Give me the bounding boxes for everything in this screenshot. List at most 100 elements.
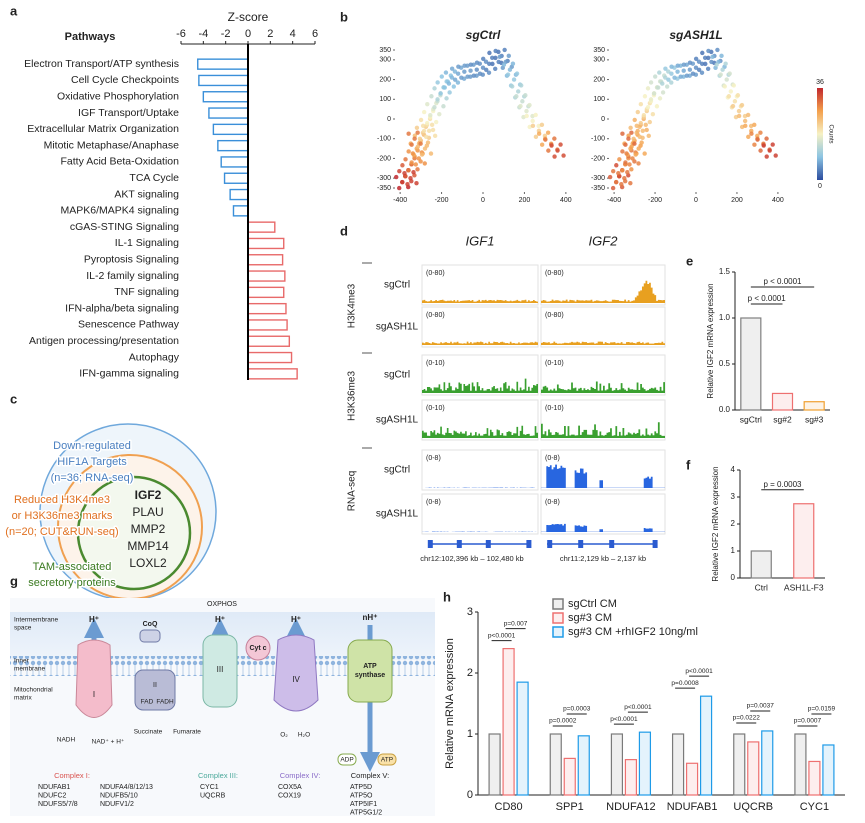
cell-point — [657, 96, 663, 101]
cell-point — [640, 128, 645, 134]
bar — [223, 172, 249, 184]
cell-point — [666, 69, 671, 74]
bar — [750, 550, 772, 579]
cell-point — [646, 133, 651, 139]
x-tick-label: 0 — [694, 197, 698, 204]
cell-point — [523, 93, 528, 98]
mark-label: RNA-seq — [347, 471, 358, 512]
sample-label: sgASH1L — [376, 509, 419, 520]
cell-point — [536, 131, 542, 136]
row-label: TNF signaling — [114, 286, 179, 298]
row-label: AKT signaling — [114, 188, 179, 200]
venn-label: Reduced H3K4me3 — [14, 494, 110, 506]
cell-point — [626, 136, 631, 141]
cell-point — [660, 81, 665, 86]
y-tick-label: 350 — [593, 47, 605, 54]
y-axis-label: Relative mRNA expression — [444, 638, 456, 769]
y-tick-label: 0 — [387, 116, 391, 123]
gene-name: NDUFV1/2 — [100, 801, 134, 808]
track-frame — [540, 264, 666, 306]
sample-label: sgCtrl — [384, 280, 410, 291]
p-value: p<0.0001 — [610, 716, 638, 723]
cell-point — [731, 83, 737, 88]
bar — [198, 74, 249, 87]
exon — [609, 540, 615, 548]
y-tick-label: 3 — [731, 492, 736, 501]
cell-point — [690, 71, 696, 76]
cell-point — [400, 179, 405, 185]
cell-point — [527, 102, 532, 108]
track-range: (0-10) — [545, 405, 564, 412]
cell-point — [728, 89, 734, 94]
cell-point — [558, 142, 563, 147]
genomic-coordinates: chr11:2,129 kb – 2,137 kb — [560, 554, 646, 563]
cell-point — [718, 72, 723, 77]
x-tick-label: ASH1L-F3 — [784, 582, 824, 592]
cell-point — [455, 80, 461, 85]
row-label: Autophagy — [129, 351, 180, 363]
cell-point — [429, 94, 434, 99]
cell-point — [426, 128, 432, 134]
cell-point — [433, 119, 439, 125]
bar — [247, 270, 286, 282]
cell-point — [696, 67, 702, 73]
bar — [516, 681, 529, 796]
cell-point — [645, 105, 651, 110]
cell-point — [752, 142, 757, 147]
bar — [212, 123, 249, 136]
y-tick-label: 1.0 — [719, 313, 731, 322]
cell-point — [681, 62, 687, 67]
cell-point — [632, 141, 637, 146]
y-tick-label: 100 — [379, 96, 391, 103]
cell-point — [435, 97, 440, 102]
row-label: IL-2 family signaling — [86, 270, 179, 282]
cell-point — [441, 104, 446, 109]
cell-point — [664, 84, 670, 89]
cell-point — [471, 73, 476, 78]
cell-point — [619, 181, 624, 187]
cell-point — [487, 50, 492, 56]
cell-point — [638, 120, 643, 126]
legend-swatch — [552, 598, 564, 610]
cell-point — [652, 74, 658, 79]
track-range: (0-10) — [545, 360, 564, 367]
y-tick-label: 0.0 — [719, 405, 731, 414]
coq-label: CoQ — [143, 621, 158, 628]
cell-point — [693, 56, 699, 61]
cell-point — [477, 71, 483, 76]
cell-point — [650, 111, 656, 117]
cell-point — [761, 143, 766, 148]
track-frame — [421, 354, 539, 396]
cell-point — [496, 59, 501, 65]
cell-point — [635, 128, 640, 134]
cell-point — [524, 113, 529, 119]
y-tick-label: -200 — [591, 155, 605, 162]
cell-point — [493, 66, 498, 72]
cell-point — [696, 59, 702, 64]
row-label: Antigen processing/presentation — [29, 335, 179, 347]
complex-ii — [134, 669, 176, 711]
cell-point — [552, 154, 557, 159]
cell-point — [642, 151, 647, 156]
cell-point — [669, 71, 674, 76]
cell-point — [735, 93, 741, 98]
cell-point — [549, 143, 554, 148]
region-label: space — [14, 625, 32, 632]
cell-point — [438, 91, 443, 96]
complex-label: I — [93, 690, 95, 699]
cell-point — [443, 70, 449, 75]
proton-label: H⁺ — [89, 615, 99, 624]
y-tick-label: 0.5 — [719, 359, 731, 368]
x-tick-label: -200 — [435, 197, 449, 204]
bar — [747, 741, 760, 796]
exon — [652, 540, 658, 548]
cell-point — [648, 97, 654, 102]
atp-synthase-label: ATP — [363, 663, 377, 670]
track-frame — [421, 449, 539, 491]
track-range: (0-80) — [426, 312, 445, 319]
x-tick-label: 4 — [290, 28, 296, 40]
cell-point — [647, 119, 652, 125]
cell-point — [428, 112, 433, 118]
bar — [208, 107, 249, 119]
track-range: (0-8) — [545, 499, 560, 506]
